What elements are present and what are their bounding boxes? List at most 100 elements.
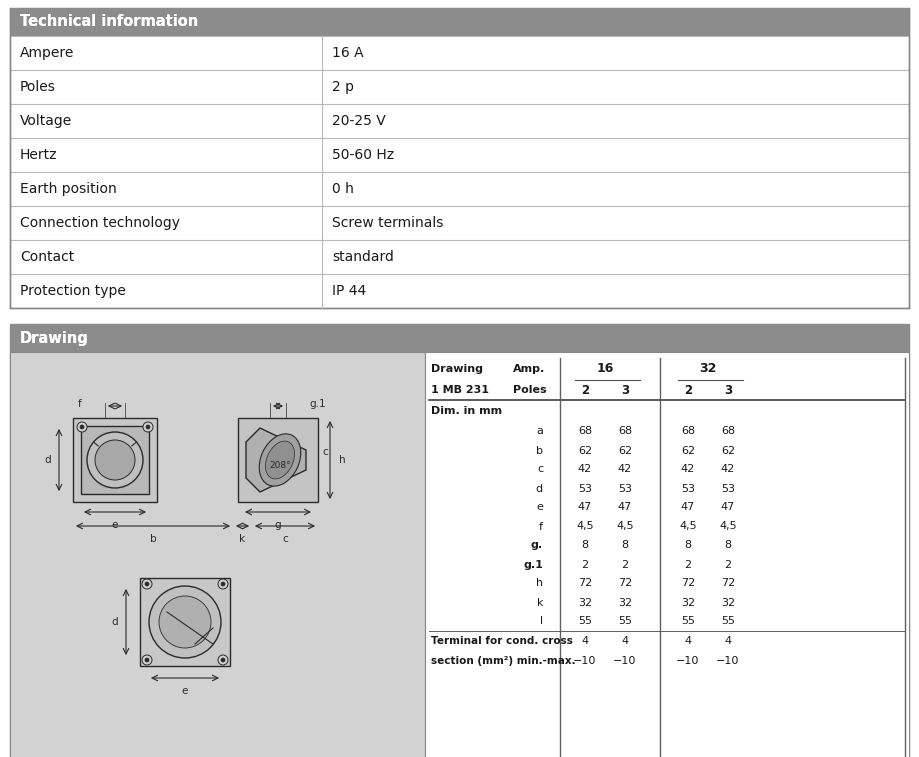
Circle shape xyxy=(87,432,143,488)
Circle shape xyxy=(221,658,225,662)
Text: Hertz: Hertz xyxy=(20,148,58,162)
Circle shape xyxy=(218,655,228,665)
Text: 72: 72 xyxy=(618,578,632,588)
Text: −10: −10 xyxy=(613,656,637,666)
Bar xyxy=(10,8,909,308)
Circle shape xyxy=(77,422,87,432)
Text: Ampere: Ampere xyxy=(20,46,74,60)
Text: 2: 2 xyxy=(621,559,629,569)
Text: e: e xyxy=(536,503,543,512)
Bar xyxy=(10,8,909,36)
Text: 62: 62 xyxy=(618,446,632,456)
Text: 68: 68 xyxy=(720,426,735,437)
Text: 32: 32 xyxy=(618,597,632,608)
Text: 32: 32 xyxy=(578,597,592,608)
Text: 55: 55 xyxy=(578,616,592,627)
Text: 62: 62 xyxy=(681,446,695,456)
Text: 47: 47 xyxy=(720,503,735,512)
Text: 8: 8 xyxy=(685,540,692,550)
Text: g.: g. xyxy=(531,540,543,550)
Text: section (mm²) min.-max.: section (mm²) min.-max. xyxy=(431,656,575,666)
Text: b: b xyxy=(150,534,156,544)
Text: −10: −10 xyxy=(573,656,596,666)
Text: 62: 62 xyxy=(578,446,592,456)
Text: Voltage: Voltage xyxy=(20,114,73,128)
Circle shape xyxy=(218,579,228,589)
Text: 3: 3 xyxy=(724,384,732,397)
Text: k: k xyxy=(240,534,245,544)
Text: 53: 53 xyxy=(721,484,735,494)
Text: 32: 32 xyxy=(699,363,717,375)
Text: e: e xyxy=(182,686,188,696)
Text: −10: −10 xyxy=(716,656,740,666)
Circle shape xyxy=(149,586,221,658)
Text: 16: 16 xyxy=(596,363,614,375)
Text: 16 A: 16 A xyxy=(332,46,364,60)
Text: 68: 68 xyxy=(618,426,632,437)
Circle shape xyxy=(146,425,150,429)
Text: 50-60 Hz: 50-60 Hz xyxy=(332,148,394,162)
Text: 8: 8 xyxy=(582,540,588,550)
Text: 4: 4 xyxy=(724,636,732,646)
Text: 208°: 208° xyxy=(269,460,290,469)
Text: Protection type: Protection type xyxy=(20,284,126,298)
Text: 8: 8 xyxy=(621,540,629,550)
Circle shape xyxy=(143,422,153,432)
Circle shape xyxy=(80,425,84,429)
Text: f: f xyxy=(78,399,82,409)
Text: Drawing: Drawing xyxy=(20,331,89,345)
Text: Technical information: Technical information xyxy=(20,14,199,30)
Bar xyxy=(10,324,909,352)
Text: Drawing: Drawing xyxy=(431,364,483,374)
Text: 2: 2 xyxy=(581,384,589,397)
Text: k: k xyxy=(537,597,543,608)
Text: 2: 2 xyxy=(684,384,692,397)
Text: 1 MB 231: 1 MB 231 xyxy=(431,385,489,395)
Text: 2: 2 xyxy=(582,559,588,569)
Text: Amp.: Amp. xyxy=(513,364,545,374)
Bar xyxy=(238,418,318,502)
Circle shape xyxy=(95,440,135,480)
Bar xyxy=(73,418,157,502)
Bar xyxy=(10,324,909,757)
Text: 53: 53 xyxy=(681,484,695,494)
Text: 4: 4 xyxy=(685,636,692,646)
Text: standard: standard xyxy=(332,250,394,264)
Text: a: a xyxy=(536,426,543,437)
Circle shape xyxy=(159,596,211,648)
Bar xyxy=(140,578,230,666)
Text: 47: 47 xyxy=(618,503,632,512)
Text: −10: −10 xyxy=(676,656,699,666)
Text: Terminal for cond. cross: Terminal for cond. cross xyxy=(431,636,573,646)
Ellipse shape xyxy=(259,434,301,486)
Text: 55: 55 xyxy=(618,616,632,627)
Text: 42: 42 xyxy=(578,465,592,475)
Text: h: h xyxy=(536,578,543,588)
Text: 32: 32 xyxy=(720,597,735,608)
Text: 4,5: 4,5 xyxy=(720,522,737,531)
Text: 53: 53 xyxy=(618,484,632,494)
Text: 2: 2 xyxy=(724,559,732,569)
Text: 72: 72 xyxy=(578,578,592,588)
Text: 8: 8 xyxy=(724,540,732,550)
Text: 55: 55 xyxy=(681,616,695,627)
Text: 62: 62 xyxy=(720,446,735,456)
Ellipse shape xyxy=(266,441,294,479)
Text: 47: 47 xyxy=(681,503,695,512)
Text: 2: 2 xyxy=(685,559,692,569)
Text: d: d xyxy=(111,617,118,627)
Bar xyxy=(10,8,909,36)
Text: 42: 42 xyxy=(720,465,735,475)
Circle shape xyxy=(221,582,225,586)
Text: c: c xyxy=(322,447,328,457)
Circle shape xyxy=(145,658,149,662)
Text: 68: 68 xyxy=(681,426,695,437)
Text: c: c xyxy=(282,534,288,544)
Text: 2 p: 2 p xyxy=(332,80,354,94)
Text: Poles: Poles xyxy=(20,80,56,94)
Text: 55: 55 xyxy=(721,616,735,627)
Text: 72: 72 xyxy=(681,578,695,588)
Text: Dim. in mm: Dim. in mm xyxy=(431,406,502,416)
Text: IP 44: IP 44 xyxy=(332,284,367,298)
Text: 72: 72 xyxy=(720,578,735,588)
